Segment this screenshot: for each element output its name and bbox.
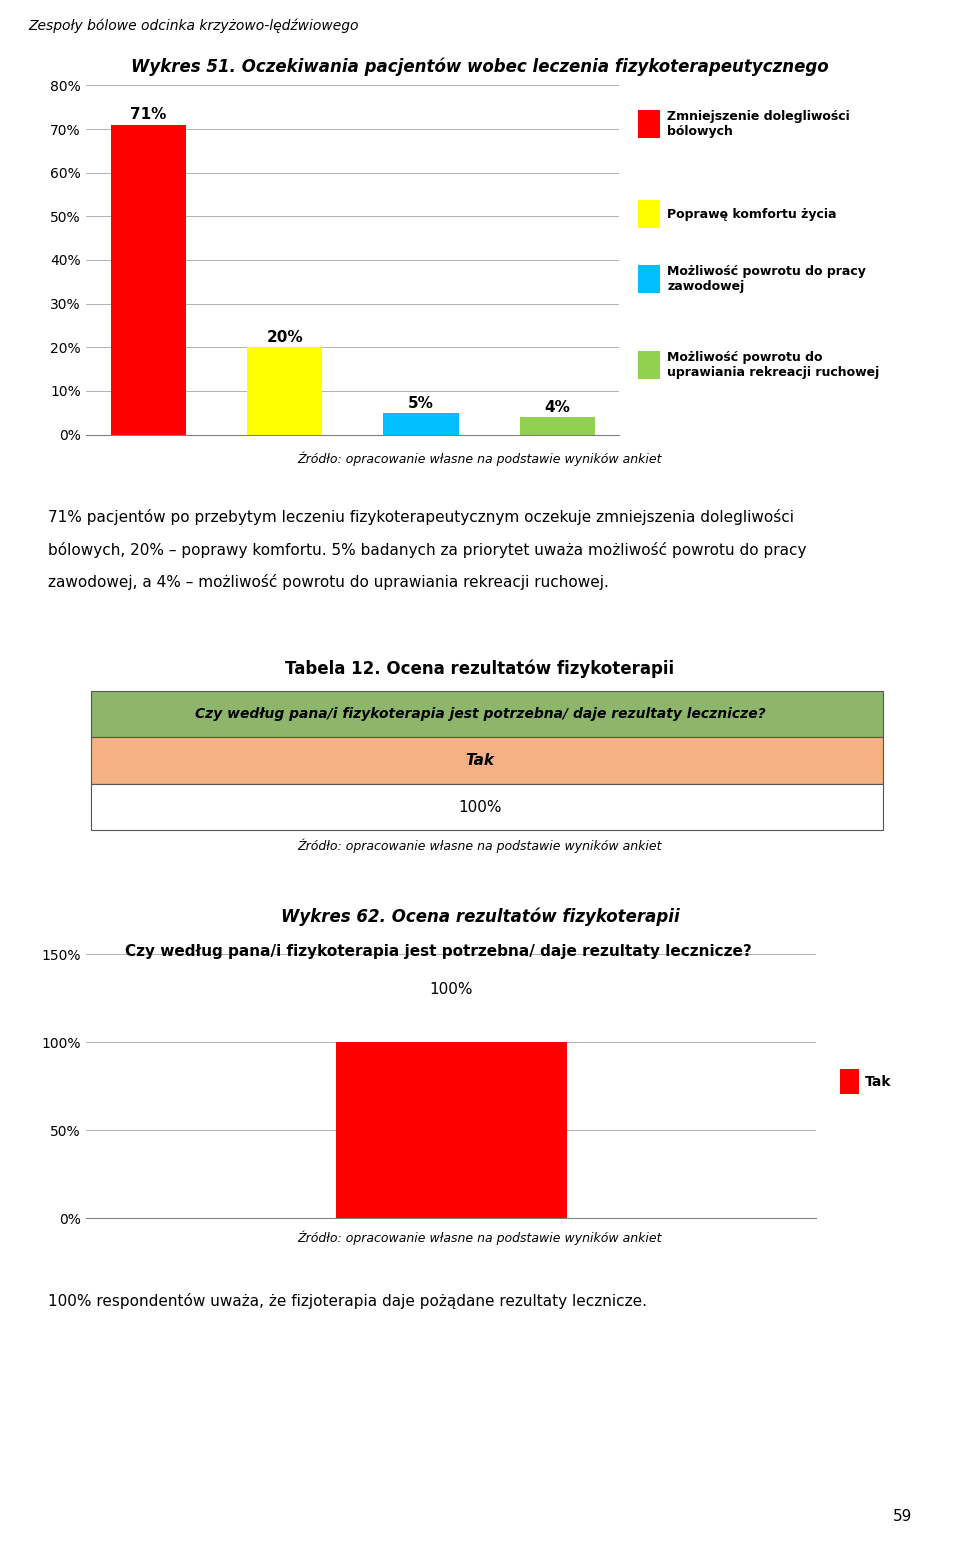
Text: Tabela 12. Ocena rezultatów fizykoterapii: Tabela 12. Ocena rezultatów fizykoterapi… [285, 660, 675, 678]
Bar [383, 413, 459, 435]
Text: Tak: Tak [865, 1074, 892, 1090]
Text: 5%: 5% [408, 396, 434, 411]
Text: zawodowej, a 4% – możliwość powrotu do uprawiania rekreacji ruchowej.: zawodowej, a 4% – możliwość powrotu do u… [48, 574, 609, 590]
Text: Czy według pana/i fizykoterapia jest potrzebna/ daje rezultaty lecznicze?: Czy według pana/i fizykoterapia jest pot… [125, 944, 752, 959]
Text: Możliwość powrotu do pracy
zawodowej: Możliwość powrotu do pracy zawodowej [667, 265, 866, 293]
Text: 71% pacjentów po przebytym leczeniu fizykoterapeutycznym oczekuje zmniejszenia d: 71% pacjentów po przebytym leczeniu fizy… [48, 509, 794, 525]
Text: 20%: 20% [266, 331, 303, 345]
Text: Poprawę komfortu życia: Poprawę komfortu życia [667, 208, 837, 220]
Text: Czy według pana/i fizykoterapia jest potrzebna/ daje rezultaty lecznicze?: Czy według pana/i fizykoterapia jest pot… [195, 706, 765, 722]
Text: 59: 59 [893, 1509, 912, 1524]
Text: 100%: 100% [458, 799, 502, 815]
Text: bólowych, 20% – poprawy komfortu. 5% badanych za priorytet uważa możliwość powro: bólowych, 20% – poprawy komfortu. 5% bad… [48, 542, 806, 557]
Text: 100% respondentów uważa, że fizjoterapia daje pożądane rezultaty lecznicze.: 100% respondentów uważa, że fizjoterapia… [48, 1293, 647, 1308]
Text: Wykres 51. Oczekiwania pacjentów wobec leczenia fizykoterapeutycznego: Wykres 51. Oczekiwania pacjentów wobec l… [132, 57, 828, 76]
Bar [110, 124, 185, 435]
Text: 71%: 71% [130, 107, 166, 123]
Bar [247, 348, 323, 435]
Text: Zespoły bólowe odcinka krzyżowo-lędźwiowego: Zespoły bólowe odcinka krzyżowo-lędźwiow… [29, 19, 359, 33]
Bar [336, 1043, 566, 1218]
Text: Wykres 62. Ocena rezultatów fizykoterapii: Wykres 62. Ocena rezultatów fizykoterapi… [280, 908, 680, 927]
Text: Źródło: opracowanie własne na podstawie wyników ankiet: Źródło: opracowanie własne na podstawie … [298, 838, 662, 852]
Text: Źródło: opracowanie własne na podstawie wyników ankiet: Źródło: opracowanie własne na podstawie … [298, 1231, 662, 1245]
Text: Możliwość powrotu do
uprawiania rekreacji ruchowej: Możliwość powrotu do uprawiania rekreacj… [667, 351, 879, 379]
Text: Zmniejszenie dolegliwości
bólowych: Zmniejszenie dolegliwości bólowych [667, 110, 850, 138]
Text: Źródło: opracowanie własne na podstawie wyników ankiet: Źródło: opracowanie własne na podstawie … [298, 452, 662, 466]
Text: 4%: 4% [544, 400, 570, 414]
Bar [520, 417, 595, 435]
Text: 100%: 100% [429, 982, 473, 996]
Text: Tak: Tak [466, 753, 494, 768]
